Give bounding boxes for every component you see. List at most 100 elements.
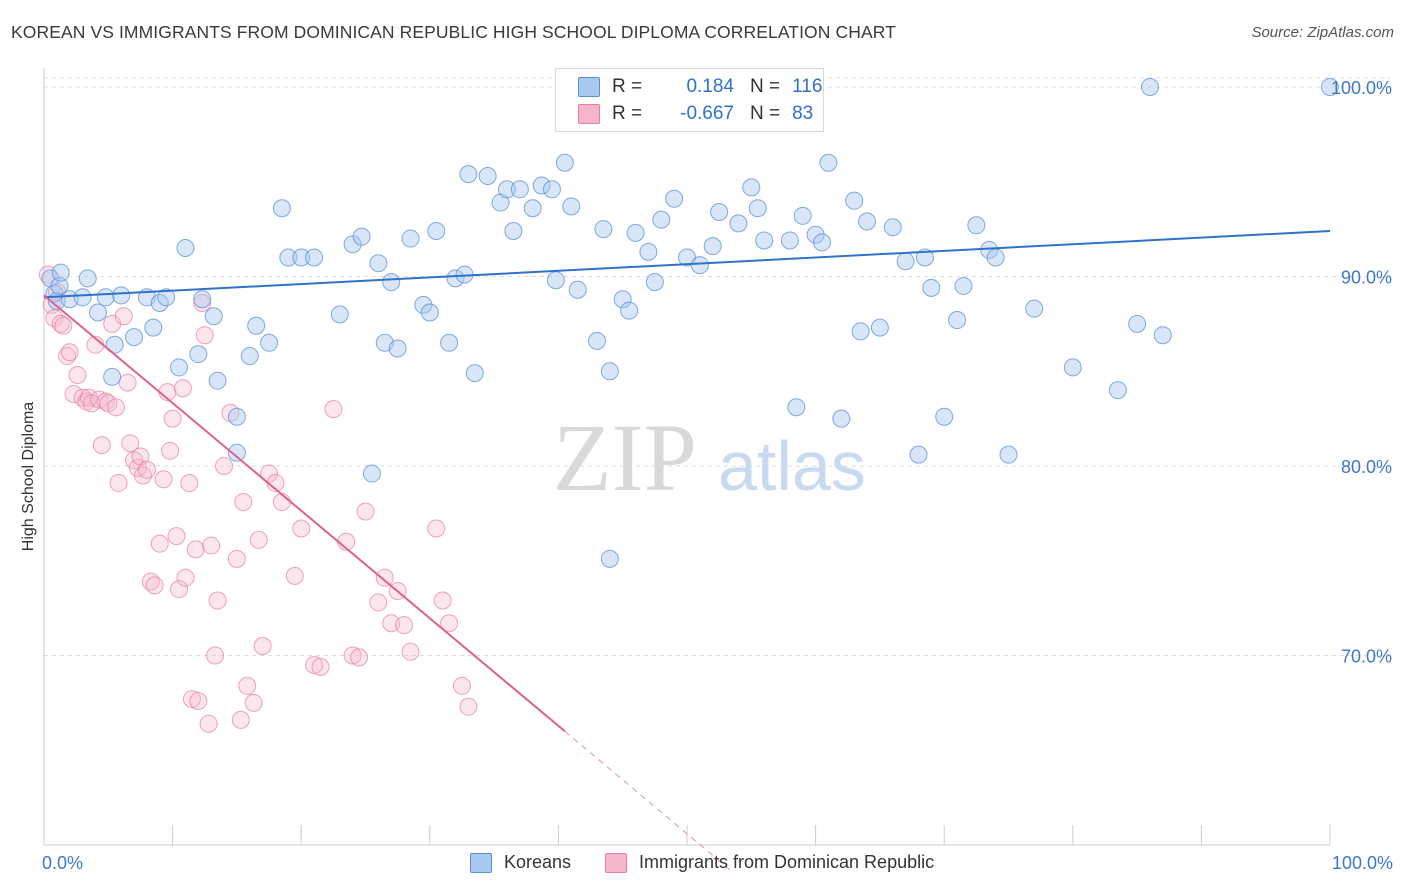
korean-point bbox=[742, 178, 761, 197]
korean-point bbox=[883, 218, 902, 237]
dominican-point bbox=[433, 591, 452, 610]
dominican-point bbox=[170, 580, 189, 599]
korean-point bbox=[292, 248, 311, 267]
korean-point bbox=[73, 288, 92, 307]
korean-point bbox=[813, 233, 832, 252]
korean-point bbox=[50, 276, 69, 295]
y-tick-label: 90.0% bbox=[1341, 267, 1392, 287]
korean-point bbox=[465, 364, 484, 383]
dominican-point bbox=[395, 616, 414, 635]
korean-point bbox=[330, 305, 349, 324]
series-koreans-points bbox=[41, 77, 1339, 568]
korean-point bbox=[652, 210, 671, 229]
dominican-point bbox=[150, 534, 169, 553]
dominican-point bbox=[311, 657, 330, 676]
korean-point bbox=[967, 216, 986, 235]
korean-point bbox=[546, 271, 565, 290]
dominican-point bbox=[182, 690, 201, 709]
dominican-point bbox=[231, 710, 250, 729]
korean-point bbox=[896, 252, 915, 271]
korean-point bbox=[594, 220, 613, 239]
dominican-point bbox=[180, 474, 199, 493]
source-credit: Source: ZipAtlas.com bbox=[1251, 24, 1394, 41]
legend-item-dominican[interactable]: Immigrants from Dominican Republic bbox=[605, 852, 934, 873]
korean-point bbox=[523, 199, 542, 218]
dominican-point bbox=[186, 540, 205, 559]
korean-point bbox=[510, 180, 529, 199]
korean-point bbox=[362, 464, 381, 483]
korean-point bbox=[935, 407, 954, 426]
legend-swatch-koreans bbox=[578, 77, 600, 97]
korean-point bbox=[626, 223, 645, 242]
korean-point bbox=[497, 180, 516, 199]
korean-point bbox=[555, 153, 574, 172]
korean-point bbox=[793, 206, 812, 225]
legend-r-label: R = bbox=[612, 76, 643, 97]
dominican-point bbox=[238, 676, 257, 695]
korean-point bbox=[600, 362, 619, 381]
korean-point bbox=[1128, 314, 1147, 333]
dominican-point bbox=[401, 642, 420, 661]
dominican-point bbox=[118, 373, 137, 392]
dominican-point bbox=[109, 474, 128, 493]
watermark-zip: ZIP bbox=[553, 404, 697, 511]
korean-point bbox=[382, 273, 401, 292]
dominican-point bbox=[324, 400, 343, 419]
dominican-point bbox=[173, 379, 192, 398]
korean-point bbox=[478, 167, 497, 186]
y-tick-label: 80.0% bbox=[1341, 457, 1392, 477]
dominican-point bbox=[272, 492, 291, 511]
korean-point bbox=[587, 331, 606, 350]
dominican-point bbox=[202, 536, 221, 555]
korean-point bbox=[710, 203, 729, 222]
korean-point bbox=[1153, 326, 1172, 345]
korean-point bbox=[176, 239, 195, 258]
korean-point bbox=[665, 189, 684, 208]
trend-lines bbox=[43, 229, 1331, 872]
dominican-point bbox=[292, 519, 311, 538]
dominican-point bbox=[206, 646, 225, 665]
axes bbox=[43, 68, 1331, 846]
dominican-point bbox=[195, 326, 214, 345]
legend-n-label: N = bbox=[750, 76, 781, 97]
korean-point bbox=[845, 191, 864, 210]
korean-point bbox=[851, 322, 870, 341]
korean-point bbox=[1063, 358, 1082, 377]
dominican-point bbox=[154, 470, 173, 489]
dominican-point bbox=[305, 655, 324, 674]
legend-item-koreans[interactable]: Koreans bbox=[470, 852, 571, 873]
korean-point bbox=[690, 256, 709, 275]
korean-point bbox=[1025, 299, 1044, 318]
dominican-point bbox=[375, 568, 394, 587]
korean-point bbox=[41, 269, 60, 288]
korean-point bbox=[401, 229, 420, 248]
korean-point bbox=[986, 248, 1005, 267]
dominican-point bbox=[199, 714, 218, 733]
korean-point bbox=[247, 316, 266, 335]
korean-point bbox=[227, 443, 246, 462]
korean-point bbox=[568, 280, 587, 299]
dominican-point bbox=[68, 366, 87, 385]
korean-point bbox=[620, 301, 639, 320]
series-legend: Koreans Immigrants from Dominican Republ… bbox=[0, 852, 1406, 878]
correlation-legend: R = 0.184 N = 116 R = -0.667 N = 83 bbox=[555, 68, 824, 132]
dominican-point bbox=[54, 316, 73, 335]
korean-point bbox=[193, 290, 212, 309]
korean-point bbox=[613, 290, 632, 309]
legend-row-koreans: R = 0.184 N = 116 bbox=[578, 74, 832, 100]
x-tick-label-max: 100.0% bbox=[1332, 853, 1393, 873]
korean-point bbox=[948, 311, 967, 330]
korean-point bbox=[440, 333, 459, 352]
korean-point bbox=[645, 273, 664, 292]
dominican-point bbox=[208, 591, 227, 610]
korean-point bbox=[748, 199, 767, 218]
korean-point bbox=[51, 263, 70, 282]
legend-swatch-dominican bbox=[578, 104, 600, 124]
korean-point bbox=[388, 339, 407, 358]
y-axis-title: High School Diploma bbox=[20, 402, 37, 552]
korean-point bbox=[1321, 77, 1339, 96]
korean-point bbox=[144, 318, 163, 337]
dominican-point bbox=[440, 614, 459, 633]
korean-point bbox=[870, 318, 889, 337]
dominican-point bbox=[356, 502, 375, 521]
